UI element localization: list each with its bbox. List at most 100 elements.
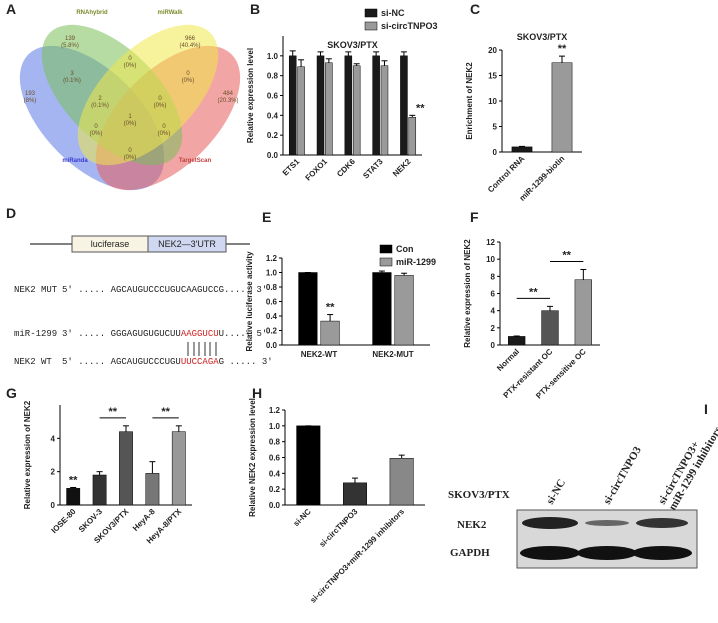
bar: [541, 310, 559, 346]
annotation: **: [161, 406, 170, 418]
bar: [298, 272, 318, 346]
y-tick-label: 0.0: [267, 151, 279, 160]
venn-count: 0: [94, 124, 98, 130]
panel-letter: I: [704, 401, 708, 417]
venn-percent: (20.3%): [217, 98, 238, 104]
annotation: **: [69, 475, 78, 487]
legend-swatch: [364, 8, 378, 18]
lane-label: si-circTNPO3: [601, 444, 644, 506]
venn-percent: (0.1%): [63, 78, 81, 84]
y-axis-label: Relative luciferase activity: [245, 251, 254, 352]
bar: [372, 55, 380, 156]
y-tick-label: 0.4: [267, 111, 279, 120]
sequence-part: G ..... 3′: [219, 357, 273, 367]
venn-label: TargetScan: [179, 158, 212, 164]
sequence-part: U..... 5′: [219, 329, 268, 339]
legend-label: Con: [396, 244, 414, 254]
bar: [66, 488, 81, 506]
bar: [297, 66, 305, 156]
bar: [325, 62, 333, 156]
box-label: NEK2—3′UTR: [158, 239, 216, 249]
bar: [372, 272, 392, 346]
y-tick-label: 1.0: [269, 422, 281, 431]
y-tick-label: 5: [493, 123, 498, 132]
x-tick-label: si-NC: [292, 507, 313, 528]
box-label: luciferase: [91, 239, 130, 249]
bands: [520, 517, 692, 560]
y-tick-label: 0.6: [269, 454, 281, 463]
y-axis-label: Enrichment of NEK2: [465, 62, 474, 140]
bar: [145, 473, 160, 506]
panel-letter: G: [6, 385, 17, 401]
y-tick-label: 2: [491, 324, 496, 333]
venn: [19, 24, 241, 191]
y-tick-label: 0.8: [269, 438, 281, 447]
venn-count: 0: [158, 96, 162, 102]
bar: [511, 146, 533, 153]
bar: [389, 458, 414, 506]
y-tick-label: 1.0: [266, 269, 278, 278]
y-tick-label: 12: [486, 238, 495, 247]
row-label: GAPDH: [450, 547, 490, 559]
y-tick-label: 8: [491, 272, 496, 281]
y-axis-label: Relative NEK2 expression level: [248, 398, 257, 517]
annotation: **: [529, 286, 538, 298]
x-tick-label: si-circTNPO3+miR-1299 inhibitors: [308, 507, 406, 605]
panel-letter: E: [262, 209, 271, 225]
x-tick-label: ETS1: [281, 157, 302, 178]
y-tick-label: 0.4: [266, 312, 278, 321]
y-tick-label: 4: [491, 307, 496, 316]
venn-count: 193: [25, 91, 36, 97]
venn-set: [77, 24, 219, 166]
bar: [320, 320, 340, 346]
venn-percent: (0%): [158, 131, 171, 137]
legend-label: si-circTNPO3: [381, 21, 438, 31]
venn-percent: (0%): [124, 155, 137, 161]
annotation: **: [109, 406, 118, 418]
venn-percent: (0%): [182, 78, 195, 84]
bar: [344, 55, 353, 156]
annotation: **: [562, 249, 571, 261]
utr-box: [147, 235, 227, 253]
row-label: NEK2: [457, 519, 487, 531]
sequence-part: 3′ ..... GGGAGUGUGUCUU: [62, 329, 181, 339]
y-tick-label: 0: [493, 148, 498, 157]
x-tick-label: Normal: [495, 347, 521, 373]
x-tick-label: FOXO1: [304, 157, 330, 183]
venn-count: 0: [162, 124, 166, 130]
venn-count: 0: [128, 148, 132, 154]
venn-label: miRanda: [62, 158, 88, 164]
legend-label: si-NC: [381, 8, 405, 18]
y-tick-label: 10: [486, 255, 495, 264]
x-tick-label: NEK2: [391, 157, 413, 179]
lane-label-line: si-circTNPO3: [601, 444, 644, 506]
venn-percent: (8%): [24, 98, 37, 104]
venn-percent: (40.4%): [179, 43, 200, 49]
panel-letter: B: [250, 1, 260, 17]
bar: [380, 65, 389, 156]
y-tick-label: 1.0: [267, 52, 279, 61]
bar: [92, 474, 107, 506]
panel-letter: D: [6, 205, 16, 221]
annotation: **: [326, 302, 335, 314]
bar: [296, 425, 321, 506]
x-tick-label: NEK2-MUT: [372, 350, 413, 359]
row-label: NEK2 WT: [14, 357, 52, 367]
panel-letter: F: [470, 209, 479, 225]
y-tick-label: 0.6: [266, 298, 278, 307]
sequence-part: 5′ ..... AGCAUGUCCCUGUCAAGUCCG..... 3′: [62, 285, 267, 295]
y-axis-label: Relative expression of NEK2: [23, 400, 32, 509]
y-tick-label: 0.2: [266, 327, 278, 336]
venn-label: miRWalk: [157, 10, 183, 16]
y-tick-label: 0: [491, 341, 496, 350]
bar: [400, 55, 408, 156]
legend-swatch: [364, 21, 378, 31]
sequence: 3′ ..... GGGAGUGUGUCUUAAGGUCUU..... 5′: [62, 329, 267, 339]
bar: [394, 275, 414, 346]
legend-label: miR-1299: [396, 257, 436, 267]
y-tick-label: 20: [488, 46, 497, 55]
y-tick-label: 0.2: [269, 485, 281, 494]
x-tick-label: HeyA-8: [131, 507, 157, 533]
y-tick-label: 2: [51, 468, 56, 477]
bar: [171, 431, 186, 506]
